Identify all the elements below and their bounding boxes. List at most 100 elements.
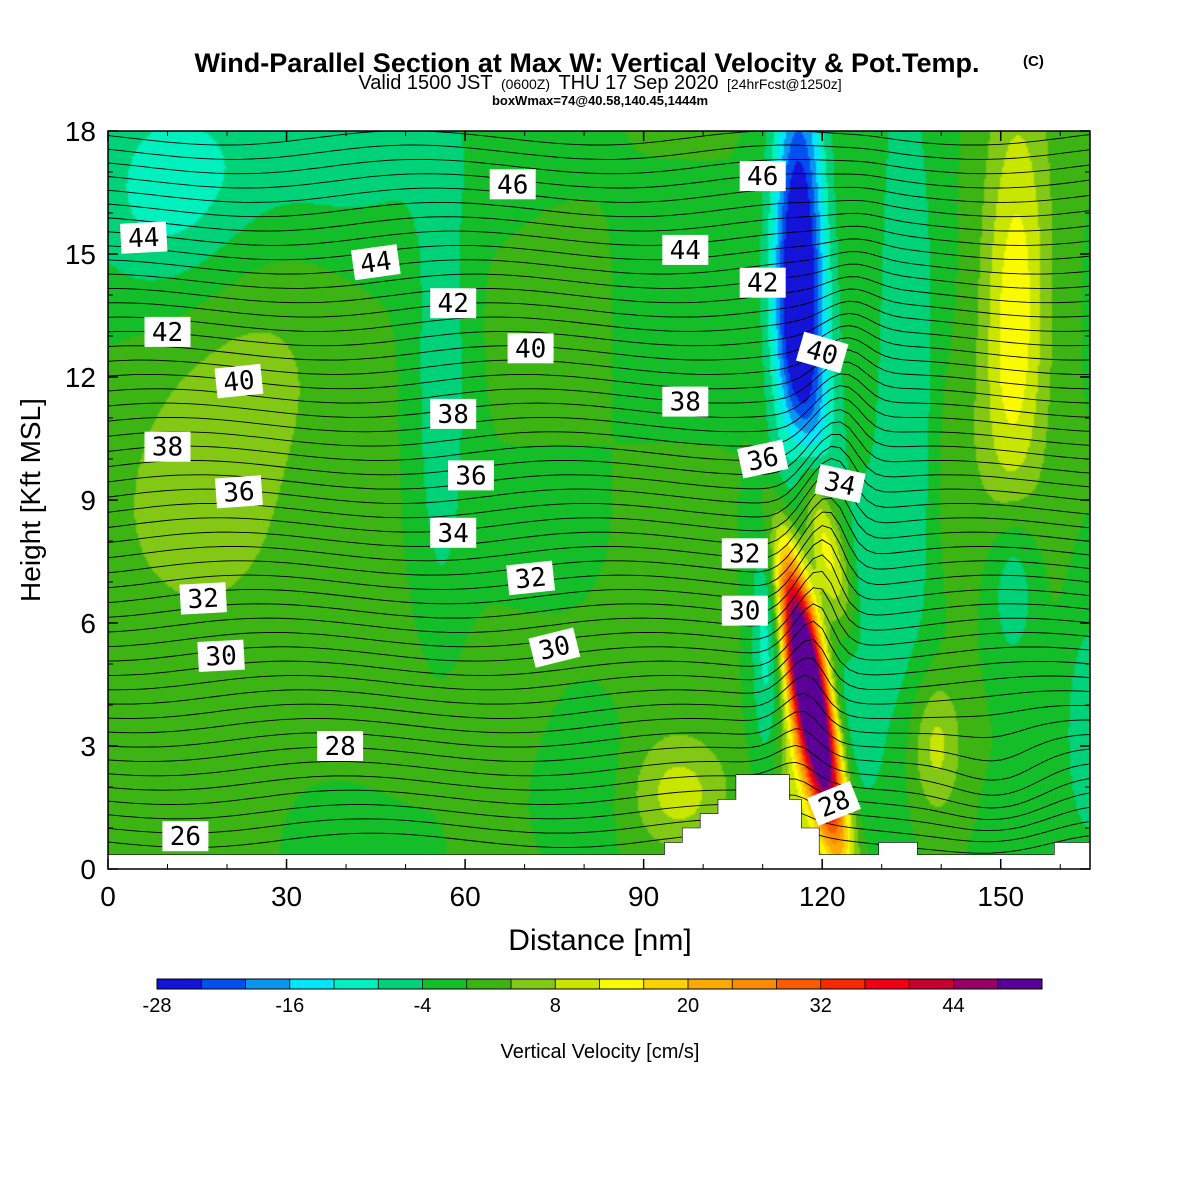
pot-temp-contour-line [108,263,1090,289]
contour-label-text: 40 [515,334,546,364]
contour-label: 44 [350,244,401,281]
x-tick-label: 60 [450,881,481,912]
pot-temp-contour-line [108,524,1090,590]
contour-label-box [162,821,209,852]
contour-label-text: 42 [152,318,183,348]
pot-temp-contour-line [108,728,1090,781]
pot-temp-contour-line [108,511,1090,576]
pot-temp-contour-line [204,131,979,132]
x-tick-label: 0 [100,881,116,912]
pot-temp-contour-line [108,810,1090,843]
colorbar: -28 -16 -4 8 20 32 44 [143,978,1043,1017]
pot-temp-contour-line [108,251,1090,275]
contour-label-box [317,731,364,761]
colorbar-tick-label: -28 [143,995,172,1017]
pot-temp-contour-line [108,570,1090,633]
contour-label-box [662,234,709,265]
y-tick-label: 12 [65,362,96,393]
pot-temp-contour-line [108,638,1090,691]
pot-temp-contour-line [108,674,1090,720]
contour-label-box [737,439,789,479]
contour-label-text: 32 [514,562,548,595]
contour-label: 46 [739,161,786,192]
pot-temp-contour-line [108,470,1090,533]
contour-label-text: 30 [729,597,760,627]
pot-temp-contour-line [108,458,1090,519]
y-tick-label: 0 [80,854,96,885]
colorbar-swatch [289,979,335,989]
contour-label-box [144,316,191,347]
pot-temp-contours [108,131,1090,854]
pot-temp-contour-line [108,710,1090,762]
colorbar-swatch [776,979,822,989]
pot-temp-contour-line [108,186,1090,203]
contour-label-text: 36 [744,442,781,478]
y-tick-label: 15 [65,239,96,270]
contour-label-box [739,267,786,298]
pot-temp-contour-line [108,373,1090,418]
colorbar-swatch [643,979,689,989]
contour-label-box [489,169,536,200]
colorbar-swatch [334,979,379,989]
contour-label-box [507,333,554,364]
contour-label: 30 [528,627,581,668]
x-axis: 0 30 60 90 120 150 [100,131,1061,912]
contour-label-text: 34 [438,519,469,549]
contour-label-box [448,460,494,491]
contour-label-text: 34 [821,467,858,503]
colorbar-swatch [245,979,291,989]
subtitle-forecast: [24hrFcst@1250z] [727,76,842,92]
contour-label: 40 [507,333,554,364]
pot-temp-contour-line [108,761,1090,809]
contour-label-text: 36 [222,477,255,509]
pot-temp-contour-line [108,421,1090,476]
title-copyright-mark: (C) [1023,53,1044,70]
contour-label: 34 [430,517,477,549]
subtitle-valid: Valid 1500 JST [358,72,492,94]
contour-label: 26 [162,821,209,852]
colorbar-tick-label: -4 [414,995,432,1017]
colorbar-swatch [378,979,423,989]
pot-temp-contour-line [108,587,1090,648]
contour-label: 32 [506,560,556,595]
contour-label: 36 [448,460,494,491]
contour-label: 34 [814,464,866,504]
y-tick-label: 6 [80,608,96,639]
contour-label: 44 [119,221,168,254]
pot-temp-contour-line [108,396,1090,447]
contour-label: 38 [144,431,191,463]
colorbar-swatch [997,979,1043,989]
contour-label: 32 [721,538,768,569]
colorbar-label: Vertical Velocity [cm/s] [501,1041,700,1063]
contour-label-text: 32 [729,539,760,569]
contour-label-text: 40 [222,366,256,399]
colorbar-swatch [953,979,999,989]
colorbar-swatch [820,979,866,989]
colorbar-tick-label: 32 [810,995,832,1017]
colorbar-swatch [688,979,733,989]
y-tick-label: 18 [65,116,96,147]
contour-label: 38 [662,386,709,418]
pot-temp-contour-line [108,337,1090,375]
contour-label-box [795,331,849,374]
contour-label-text: 30 [536,630,574,667]
colorbar-swatch [157,979,202,989]
contour-label-box [119,221,168,254]
pot-temp-contour-line [108,158,1090,175]
pot-temp-contour-line [108,276,1090,304]
pot-temp-contour-line [108,361,1090,404]
colorbar-tick-label: -16 [275,995,304,1017]
contour-label-text: 44 [358,246,393,280]
pot-temp-contour-line [108,445,1090,504]
contour-label-text: 38 [152,433,183,463]
pot-temp-contour-line [108,225,1090,246]
contour-label: 42 [144,316,191,348]
pot-temp-contour-line [108,349,1090,390]
colorbar-swatch [732,979,777,989]
y-tick-label: 3 [80,731,96,762]
contour-label: 46 [489,169,536,200]
contour-label: 28 [317,731,364,762]
pot-temp-contour-line [108,212,1090,232]
pot-temp-contour-line [108,539,1090,605]
